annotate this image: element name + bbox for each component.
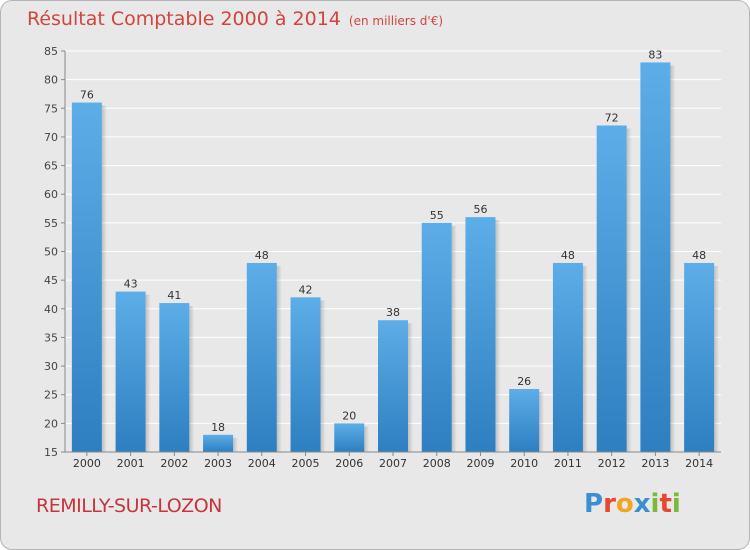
y-tick-label: 70 [44,131,58,144]
y-tick-label: 50 [44,246,58,259]
bar [509,388,540,452]
logo-letter: o [615,489,634,519]
x-tick-label: 2008 [423,457,451,470]
bar [684,262,715,452]
bar-shadow [670,65,676,452]
bar-shadow [320,300,326,452]
logo-letter: r [603,489,616,519]
x-tick-label: 2014 [685,457,713,470]
x-tick-label: 2007 [379,457,407,470]
bar-value-label: 83 [648,48,662,61]
bar-value-label: 48 [692,249,706,262]
x-tick-label: 2005 [292,457,320,470]
bar [596,125,627,452]
bar-value-label: 42 [299,283,313,296]
x-tick-label: 2012 [598,457,626,470]
logo-letter: t [659,489,672,519]
bar-value-label: 55 [430,209,444,222]
y-tick-label: 40 [44,303,58,316]
chart-title-text: Résultat Comptable 2000 à 2014 [27,8,341,30]
x-tick-label: 2011 [554,457,582,470]
logo-letter: i [671,489,681,519]
bar [246,262,277,452]
bar-value-label: 26 [517,375,531,388]
bar-value-label: 18 [211,421,225,434]
proxiti-logo: Proxiti [584,489,681,519]
bar-shadow [101,105,107,453]
x-tick-label: 2009 [466,457,494,470]
bar-value-label: 38 [386,306,400,319]
y-tick-label: 20 [44,417,58,430]
y-tick-label: 45 [44,274,58,287]
bar-value-label: 20 [342,409,356,422]
x-tick-label: 2004 [248,457,276,470]
y-tick-label: 55 [44,217,58,230]
bar-shadow [189,306,195,452]
y-tick-label: 75 [44,102,58,115]
bar-shadow [233,437,239,452]
bar-value-label: 41 [167,289,181,302]
bar [290,297,321,452]
bar-value-label: 56 [473,203,487,216]
y-tick-label: 85 [44,45,58,58]
bar [465,217,496,452]
bar-shadow [582,265,588,452]
bar [71,102,102,453]
bar-shadow [364,426,370,452]
y-tick-label: 30 [44,360,58,373]
logo-letter: x [633,489,651,519]
logo-letter: i [650,489,660,519]
bar [421,222,452,452]
bar-value-label: 48 [561,249,575,262]
bar-value-label: 43 [124,278,138,291]
bar-shadow [276,265,282,452]
y-tick-label: 35 [44,331,58,344]
x-tick-label: 2001 [117,457,145,470]
x-tick-label: 2006 [335,457,363,470]
x-tick-label: 2013 [641,457,669,470]
x-tick-label: 2002 [160,457,188,470]
bar-shadow [714,265,720,452]
y-tick-label: 80 [44,74,58,87]
commune-name: REMILLY-SUR-LOZON [36,495,222,517]
bar-shadow [539,391,545,452]
bar [159,303,190,452]
y-tick-label: 15 [44,446,58,459]
bar [378,320,408,452]
chart-title: Résultat Comptable 2000 à 2014 (en millie… [27,8,443,30]
chart-subtitle: (en milliers d'€) [348,14,444,28]
bar-shadow [408,323,413,452]
bar-shadow [451,225,457,452]
bar-shadow [495,220,501,452]
bar-shadow [626,128,632,452]
bar-value-label: 48 [255,249,269,262]
x-tick-label: 2010 [510,457,538,470]
y-tick-label: 25 [44,389,58,402]
bar-shadow [145,294,151,452]
bar-value-label: 72 [605,111,619,124]
bar-value-label: 76 [80,89,94,102]
bar [115,291,146,452]
bar [552,262,583,452]
y-tick-label: 65 [44,160,58,173]
x-tick-label: 2003 [204,457,232,470]
logo-letter: P [584,489,604,519]
y-tick-label: 60 [44,188,58,201]
bar [334,423,365,452]
bar [640,62,671,452]
x-tick-label: 2000 [73,457,101,470]
bar [203,434,234,452]
